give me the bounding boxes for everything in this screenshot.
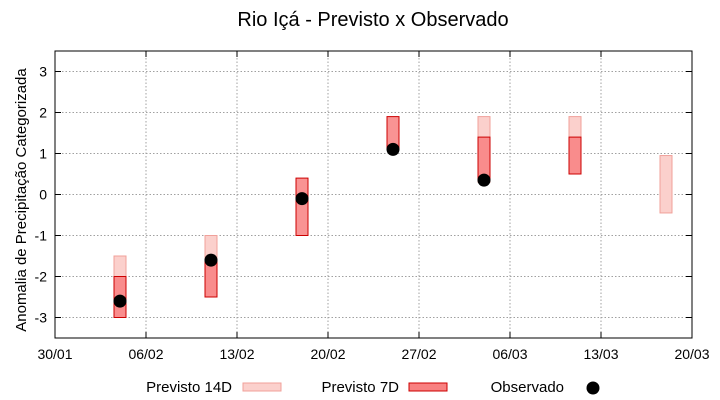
- observed-point: [113, 294, 127, 308]
- legend-swatch-7d: [408, 382, 448, 392]
- x-tick-label: 30/01: [37, 346, 72, 362]
- x-tick-label: 13/03: [583, 346, 618, 362]
- box-previsto-7d: [568, 136, 582, 175]
- x-tick-label: 27/02: [401, 346, 436, 362]
- grid-lines: [55, 51, 692, 338]
- legend-swatch-14d: [242, 382, 282, 392]
- legend-label: Observado: [491, 379, 564, 396]
- x-tick-label: 20/02: [310, 346, 345, 362]
- y-tick-label: 2: [39, 105, 47, 121]
- legend: Previsto 14D Previsto 7D Observado: [146, 379, 600, 396]
- legend-label: Previsto 7D: [321, 379, 399, 396]
- observed-point: [477, 173, 491, 187]
- observed-point: [386, 142, 400, 156]
- box-previsto-7d: [295, 177, 309, 237]
- y-tick-label: 0: [39, 187, 47, 203]
- y-tick-label: 3: [39, 64, 47, 80]
- chart-title: Rio Içá - Previsto x Observado: [237, 9, 508, 31]
- x-axis-ticks: 30/01 06/02 13/02 20/02 27/02 06/03 13/03 20/03: [37, 51, 710, 362]
- y-axis-label: Anomalia de Precipitação Categorizada: [13, 68, 30, 332]
- x-tick-label: 20/03: [674, 346, 709, 362]
- y-axis-ticks: -3 -2 -1 0 1 2 3: [35, 64, 692, 326]
- observed-points: [113, 142, 491, 308]
- x-tick-label: 06/02: [128, 346, 163, 362]
- legend-swatch-observed: [586, 381, 600, 395]
- y-tick-label: -2: [35, 269, 48, 285]
- y-tick-label: -3: [35, 310, 48, 326]
- box-previsto-14d: [659, 155, 673, 214]
- x-tick-label: 06/03: [492, 346, 527, 362]
- x-tick-label: 13/02: [219, 346, 254, 362]
- observed-point: [204, 253, 218, 267]
- y-tick-label: 1: [39, 146, 47, 162]
- y-tick-label: -1: [35, 228, 48, 244]
- legend-label: Previsto 14D: [146, 379, 232, 396]
- observed-point: [295, 192, 309, 206]
